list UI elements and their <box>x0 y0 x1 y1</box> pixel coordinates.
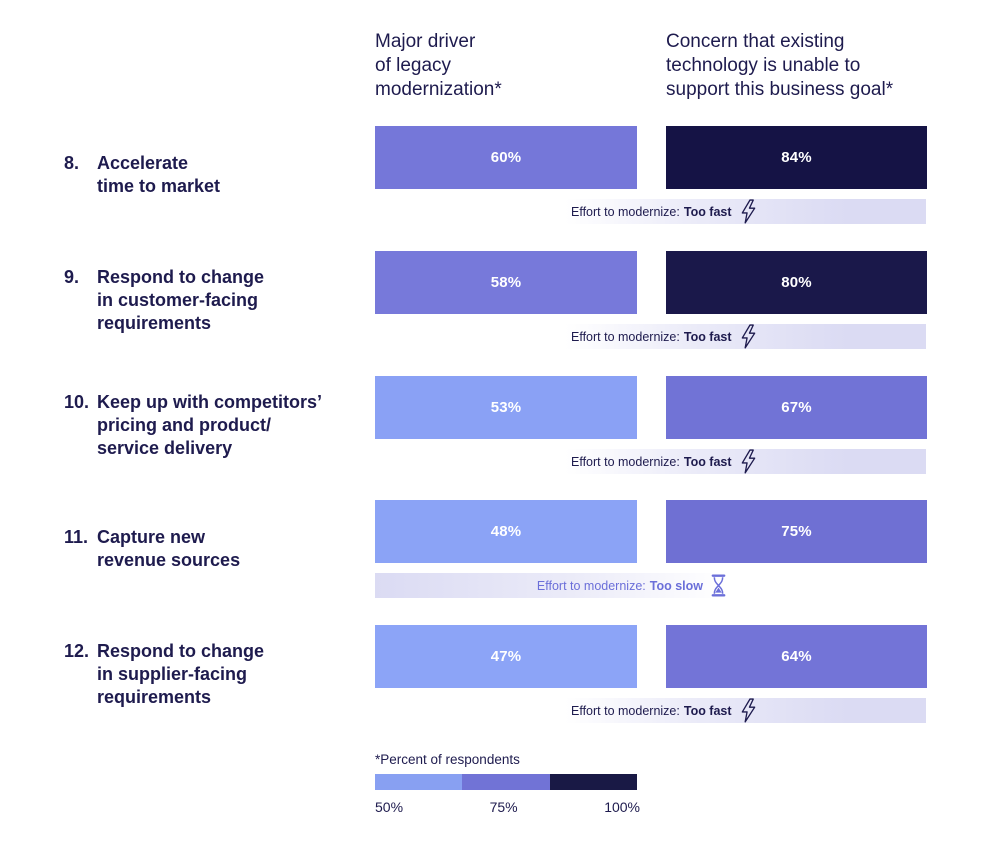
driver-bar: 58% <box>375 251 637 314</box>
legend-tick-75: 75% <box>489 799 518 815</box>
concern-value: 67% <box>781 399 812 416</box>
effort-value: Too fast <box>683 204 732 219</box>
concern-bar: 84% <box>666 126 927 189</box>
goal-row-11: 11. Capture new revenue sources 48% 75% … <box>0 500 1000 598</box>
goal-label-9: 9. Respond to change in customer-facing … <box>64 251 364 349</box>
driver-bar: 47% <box>375 625 637 688</box>
concern-value: 64% <box>781 648 812 665</box>
driver-value: 53% <box>490 399 522 416</box>
goal-row-10: 10. Keep up with competitors’ pricing an… <box>0 376 1000 474</box>
goal-number: 9. <box>64 266 80 287</box>
effort-label: Effort to modernize: <box>536 578 646 593</box>
goal-text: Capture new revenue sources <box>97 527 241 570</box>
effort-value: Too fast <box>683 454 732 469</box>
legend-color-scale <box>375 774 637 790</box>
legend-footnote: *Percent of respondents <box>375 752 520 767</box>
concern-value: 84% <box>781 149 812 166</box>
effort-track: Effort to modernize: Too slow <box>375 573 737 598</box>
effort-label: Effort to modernize: <box>571 703 680 718</box>
goal-number: 10. <box>64 391 90 412</box>
lightning-icon <box>741 324 755 349</box>
goal-row-9: 9. Respond to change in customer-facing … <box>0 251 1000 349</box>
column-header-concern: Concern that existing technology is unab… <box>666 31 894 100</box>
driver-bar: 48% <box>375 500 637 563</box>
driver-bar: 60% <box>375 126 637 189</box>
effort-value: Too fast <box>683 703 732 718</box>
concern-bar: 67% <box>666 376 927 439</box>
lightning-icon <box>741 199 755 224</box>
effort-value: Too slow <box>649 578 703 593</box>
column-header-driver: Major driver of legacy modernization* <box>375 31 502 100</box>
goal-text: Keep up with competitors’ pricing and pr… <box>97 391 323 458</box>
legend-tick-100: 100% <box>604 799 640 815</box>
effort-label: Effort to modernize: <box>571 329 680 344</box>
goal-label-11: 11. Capture new revenue sources <box>64 500 364 598</box>
goal-label-8: 8. Accelerate time to market <box>64 126 364 224</box>
driver-value: 47% <box>490 648 522 665</box>
lightning-icon <box>741 698 755 723</box>
effort-track: Effort to modernize: Too fast <box>565 698 926 723</box>
effort-label: Effort to modernize: <box>571 204 680 219</box>
goal-row-12: 12. Respond to change in supplier-facing… <box>0 625 1000 723</box>
driver-value: 58% <box>490 274 522 291</box>
concern-value: 80% <box>781 274 812 291</box>
driver-value: 60% <box>490 149 522 166</box>
goal-row-8: 8. Accelerate time to market 60% 84% Eff… <box>0 126 1000 224</box>
goal-number: 8. <box>64 153 80 173</box>
lightning-icon <box>741 449 755 474</box>
effort-track: Effort to modernize: Too fast <box>565 199 926 224</box>
concern-bar: 80% <box>666 251 927 314</box>
effort-track: Effort to modernize: Too fast <box>565 324 926 349</box>
goal-label-10: 10. Keep up with competitors’ pricing an… <box>64 376 364 474</box>
goal-number: 12. <box>64 640 90 661</box>
hourglass-icon <box>711 574 726 597</box>
effort-value: Too fast <box>683 329 732 344</box>
legend-segment-75 <box>462 774 550 790</box>
effort-label: Effort to modernize: <box>571 454 680 469</box>
concern-value: 75% <box>781 523 812 540</box>
legend-tick-50: 50% <box>375 799 404 815</box>
concern-bar: 64% <box>666 625 927 688</box>
effort-track: Effort to modernize: Too fast <box>565 449 926 474</box>
legend-ticks: 50% 75% 100% <box>375 799 640 815</box>
goal-text: Respond to change in supplier-facing req… <box>97 640 265 707</box>
goal-label-12: 12. Respond to change in supplier-facing… <box>64 625 364 723</box>
driver-value: 48% <box>490 523 522 540</box>
concern-bar: 75% <box>666 500 927 563</box>
legend-segment-100 <box>549 774 637 790</box>
goal-text: Accelerate time to market <box>97 153 221 196</box>
driver-bar: 53% <box>375 376 637 439</box>
goal-number: 11. <box>64 527 89 547</box>
legend-segment-50 <box>375 774 463 790</box>
goal-text: Respond to change in customer-facing req… <box>97 266 265 333</box>
